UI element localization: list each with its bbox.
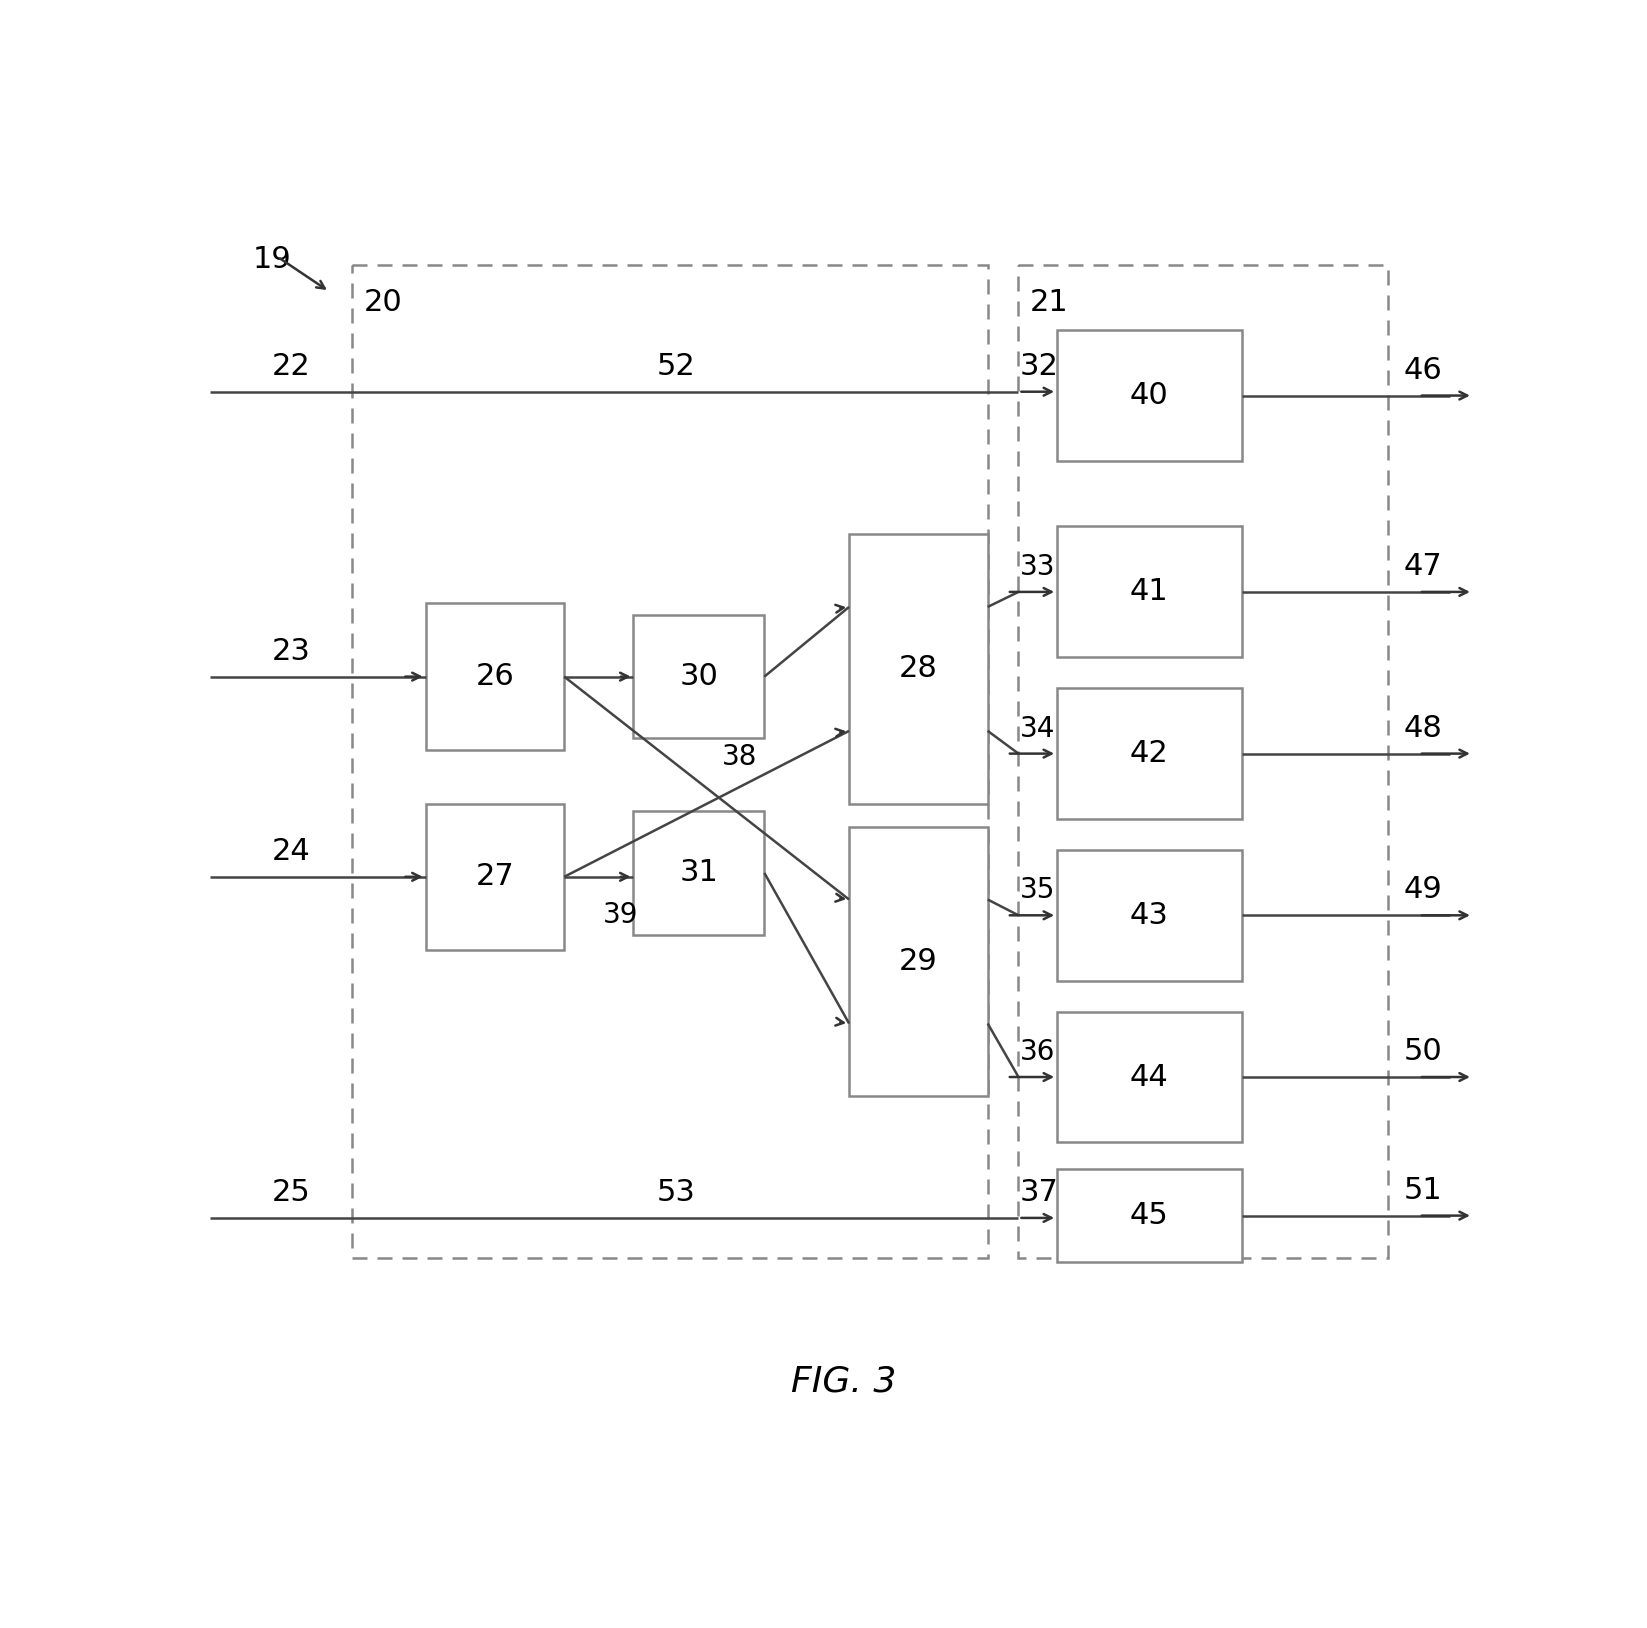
Bar <box>634 811 764 934</box>
Text: 32: 32 <box>1019 352 1059 381</box>
Text: 30: 30 <box>680 663 718 692</box>
Text: 41: 41 <box>1130 578 1169 606</box>
Text: 43: 43 <box>1130 900 1169 930</box>
Bar <box>1057 330 1242 461</box>
Text: 50: 50 <box>1403 1037 1443 1066</box>
Text: 31: 31 <box>680 858 718 887</box>
Bar <box>425 604 565 751</box>
Text: 52: 52 <box>657 352 695 381</box>
Text: 36: 36 <box>1019 1039 1056 1066</box>
Text: 47: 47 <box>1403 552 1443 581</box>
Text: 35: 35 <box>1019 876 1056 905</box>
Text: 22: 22 <box>272 352 310 381</box>
Text: 19: 19 <box>252 246 292 275</box>
Text: 24: 24 <box>272 837 310 866</box>
Bar <box>850 534 988 804</box>
Text: 27: 27 <box>476 863 514 891</box>
Text: 20: 20 <box>364 288 404 317</box>
Text: 42: 42 <box>1130 739 1169 768</box>
Bar <box>634 615 764 737</box>
Bar <box>1057 1169 1242 1262</box>
Text: 34: 34 <box>1019 715 1056 742</box>
Text: 39: 39 <box>603 900 637 930</box>
Bar <box>1057 689 1242 819</box>
Bar <box>1018 265 1388 1258</box>
Text: 33: 33 <box>1019 554 1056 581</box>
Text: 29: 29 <box>899 947 937 977</box>
Bar <box>850 827 988 1096</box>
Text: 48: 48 <box>1403 713 1443 742</box>
Text: 23: 23 <box>272 637 311 666</box>
Bar <box>1057 850 1242 980</box>
Text: 45: 45 <box>1130 1201 1169 1231</box>
Bar <box>425 804 565 951</box>
Text: 44: 44 <box>1130 1063 1169 1091</box>
Bar <box>352 265 988 1258</box>
Text: 25: 25 <box>272 1179 310 1206</box>
Text: 49: 49 <box>1403 876 1443 905</box>
Text: 37: 37 <box>1019 1179 1059 1206</box>
Text: 28: 28 <box>899 654 937 684</box>
Text: 26: 26 <box>476 663 514 692</box>
Text: 53: 53 <box>657 1179 695 1206</box>
Text: 40: 40 <box>1130 381 1169 410</box>
Text: 46: 46 <box>1403 355 1443 384</box>
Text: 38: 38 <box>721 742 758 772</box>
Text: 21: 21 <box>1029 288 1069 317</box>
Bar <box>1057 1011 1242 1143</box>
Text: 51: 51 <box>1403 1175 1443 1205</box>
Bar <box>1057 526 1242 658</box>
Text: FIG. 3: FIG. 3 <box>792 1364 896 1398</box>
